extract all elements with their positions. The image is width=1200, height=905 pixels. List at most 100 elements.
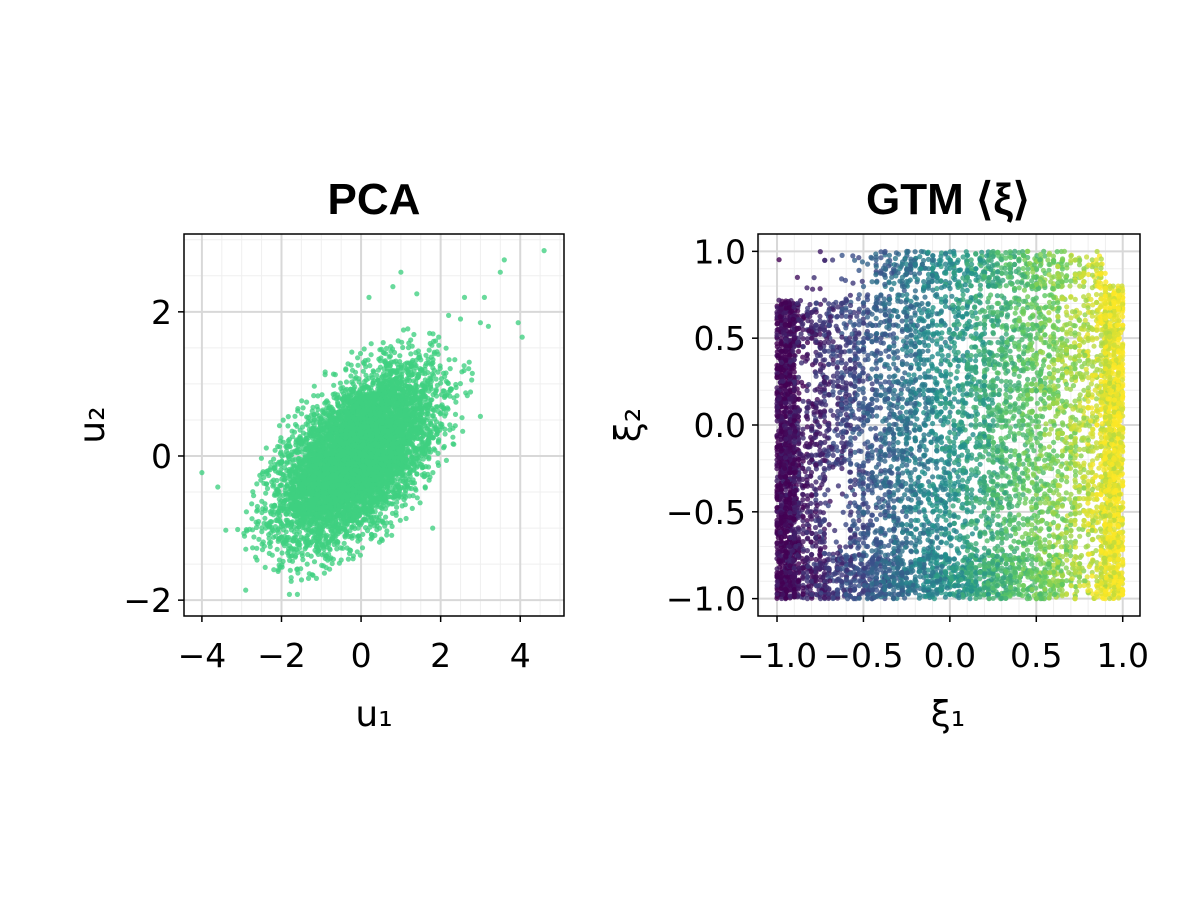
pca-point [265, 486, 270, 491]
pca-point [267, 536, 272, 541]
pca-point [375, 524, 380, 529]
pca-point [338, 381, 343, 386]
pca-point [435, 404, 440, 409]
pca-point [447, 357, 452, 362]
pca-point [420, 441, 425, 446]
pca-point [447, 422, 452, 427]
pca-point [353, 370, 358, 375]
pca-point [297, 530, 302, 535]
pca-point [459, 415, 464, 420]
pca-point [454, 385, 459, 390]
pca-point [421, 457, 426, 462]
pca-point [397, 353, 402, 358]
pca-point [296, 540, 301, 545]
pca-point [338, 386, 343, 391]
pca-point [373, 509, 378, 514]
pca-point [312, 384, 317, 389]
pca-point [383, 378, 388, 383]
pca-point [311, 393, 316, 398]
pca-point [369, 352, 374, 357]
pca-point [243, 547, 248, 552]
pca-point [273, 448, 278, 453]
pca-point [411, 332, 416, 337]
pca-point [411, 372, 416, 377]
pca-point [290, 429, 295, 434]
pca-point [281, 559, 286, 564]
pca-point [404, 516, 409, 521]
pca-point [363, 358, 368, 363]
pca-point [406, 345, 411, 350]
pca-point [298, 566, 303, 571]
pca-point [431, 446, 436, 451]
pca-point [460, 429, 465, 434]
pca-point [435, 383, 440, 388]
pca-point [244, 509, 249, 514]
pca-point [358, 351, 363, 356]
pca-point [310, 405, 315, 410]
pca-point [254, 557, 259, 562]
pca-point [319, 392, 324, 397]
pca-point [251, 534, 256, 539]
pca-point [314, 550, 319, 555]
pca-point [369, 341, 374, 346]
pca-point [305, 552, 310, 557]
pca-point [383, 351, 388, 356]
pca-point [262, 516, 267, 521]
pca-point [254, 481, 259, 486]
pca-point [273, 524, 278, 529]
pca-point [392, 350, 397, 355]
pca-point [439, 422, 444, 427]
pca-title: PCA [328, 175, 421, 224]
pca-point [438, 363, 443, 368]
pca-point [280, 550, 285, 555]
pca-point [416, 374, 421, 379]
pca-point [346, 557, 351, 562]
pca-point [279, 482, 284, 487]
pca-point [334, 396, 339, 401]
pca-point [344, 379, 349, 384]
pca-point [398, 518, 403, 523]
pca-point [297, 546, 302, 551]
pca-point [312, 559, 317, 564]
pca-point [306, 576, 311, 581]
pca-point [399, 340, 404, 345]
pca-point [331, 392, 336, 397]
pca-point [408, 351, 413, 356]
pca-point [384, 520, 389, 525]
pca-point [446, 381, 451, 386]
pca-point [349, 350, 354, 355]
pca-point [430, 331, 435, 336]
pca-point [442, 427, 447, 432]
pca-point [262, 501, 267, 506]
pca-point [453, 412, 458, 417]
pca-point [259, 456, 264, 461]
pca-point [358, 553, 363, 558]
pca-point [260, 547, 265, 552]
pca-point [466, 366, 471, 371]
pca-point [289, 575, 294, 580]
pca-point [331, 383, 336, 388]
pca-point [384, 532, 389, 537]
pca-point [413, 488, 418, 493]
pca-point [367, 363, 372, 368]
pca-point [333, 372, 338, 377]
pca-point [305, 562, 310, 567]
pca-point [254, 525, 259, 530]
pca-point [388, 354, 393, 359]
pca-point [288, 568, 293, 573]
pca-point [281, 418, 286, 423]
pca-point [431, 413, 436, 418]
pca-point [256, 537, 261, 542]
pca-point [277, 444, 282, 449]
pca-point [360, 545, 365, 550]
pca-point [285, 423, 290, 428]
pca-point [263, 565, 268, 570]
pca-point [307, 571, 312, 576]
pca-point [463, 390, 468, 395]
pca-point [423, 484, 428, 489]
pca-point [451, 442, 456, 447]
pca-point [363, 373, 368, 378]
